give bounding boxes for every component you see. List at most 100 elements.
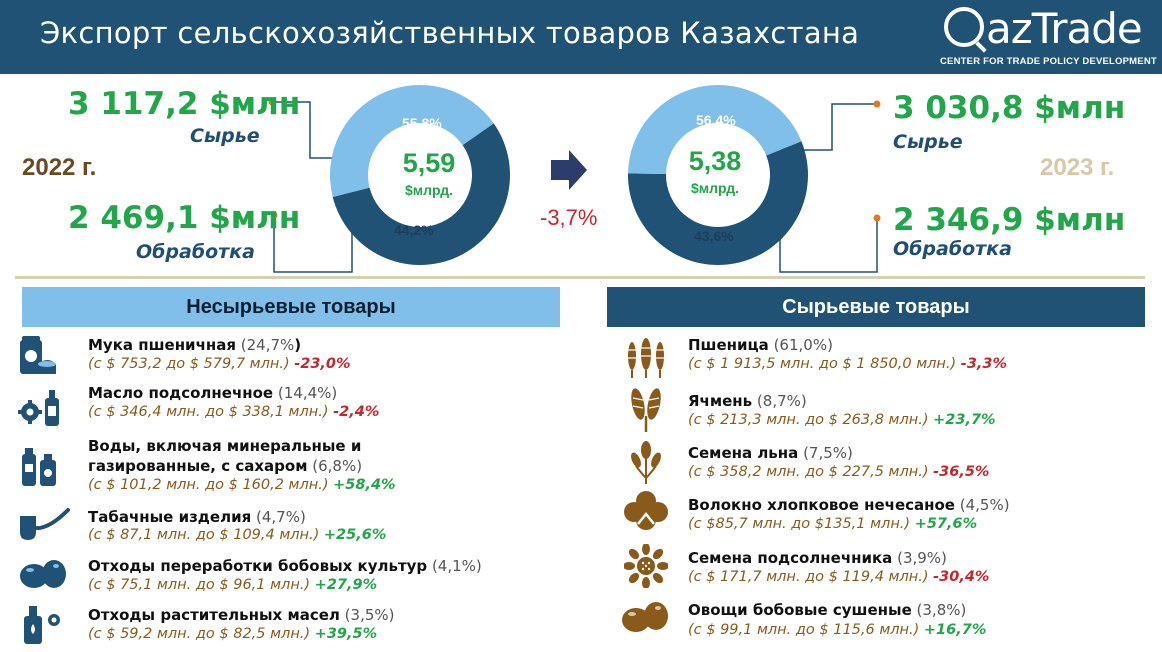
item-name-line2: газированные, с сахаром — [88, 457, 308, 475]
total-2022-unit: $млрд. — [404, 182, 453, 198]
item-share: (7,5%) — [803, 444, 853, 462]
bottles-icon — [22, 448, 56, 486]
dried-legumes-icon — [622, 602, 668, 632]
item-name: Пшеница — [688, 336, 769, 354]
year-2022: 2022 г. — [22, 154, 97, 181]
item-change: -3,3% — [960, 356, 1008, 372]
item-share: (4,5%) — [959, 496, 1010, 514]
item-name: Волокно хлопковое нечесаное — [688, 496, 955, 514]
item-share: (3,9%) — [897, 549, 947, 567]
barley-icon — [631, 388, 661, 432]
item-change: +39,5% — [314, 626, 378, 642]
donut-chart-2023 — [628, 84, 808, 265]
item-share-close: ) — [294, 336, 302, 354]
cotton-icon — [624, 491, 668, 530]
item-name: Масло подсолнечное — [88, 384, 274, 402]
page-title: Экспорт сельскохозяйственных товаров Каз… — [40, 16, 860, 50]
header-bar: Экспорт сельскохозяйственных товаров Каз… — [0, 0, 1162, 74]
item-share: (3,8%) — [916, 601, 967, 619]
item-detail: (с $ 101,2 млн. до $ 160,2 млн.) — [88, 477, 329, 493]
item-name: Ячмень — [688, 392, 753, 410]
item-change: +25,6% — [323, 527, 387, 543]
item-share: (61,0%) — [773, 336, 833, 354]
label-2022-raw: Сырье — [190, 125, 260, 147]
item-name: Отходы переработки бобовых культур — [88, 557, 428, 575]
oil-waste-gear-icon — [24, 606, 60, 644]
item-change: -2,4% — [333, 404, 380, 420]
section-divider — [15, 276, 1145, 279]
item-detail: (с $ 346,4 млн. до $ 338,1 млн.) — [88, 404, 329, 420]
total-2023-unit: $млрд. — [690, 180, 739, 196]
donut-slice-raw — [332, 123, 510, 266]
value-2022-raw: 3 117,2 $млн — [68, 86, 301, 122]
connector-dot — [873, 214, 881, 222]
logo-text: azTrade — [986, 4, 1143, 53]
slice-label-2023-raw: 56,4% — [696, 112, 736, 128]
connector-2023-raw — [785, 103, 877, 151]
slice-label-2022-raw: 55,8% — [402, 115, 442, 131]
donut-slice-raw — [628, 141, 808, 265]
non-raw-heading: Несырьевые товары — [22, 287, 560, 327]
item-change: +16,7% — [923, 622, 987, 638]
label-2022-processed: Обработка — [136, 241, 255, 263]
item-detail: (с $ 753,2 до $ 579,7 млн.) — [88, 356, 290, 372]
item-detail: (с $85,7 млн. до $135,1 млн.) — [688, 516, 911, 532]
item-change: +27,9% — [314, 577, 378, 593]
item-name: Мука пшеничная — [88, 336, 236, 354]
item-name: Семена льна — [688, 444, 799, 462]
value-2023-processed: 2 346,9 $млн — [893, 202, 1126, 238]
donut-slice-processed — [330, 84, 494, 197]
connector-dot — [873, 100, 881, 108]
connector-2022-processed — [273, 215, 353, 273]
connector-dot — [270, 211, 278, 219]
slice-label-2023-processed: 43,6% — [694, 228, 734, 244]
item-share: (4,7%) — [256, 508, 306, 526]
item-detail: (с $ 1 913,5 млн. до $ 1 850,0 млн.) — [688, 356, 957, 372]
flour-icon — [20, 336, 56, 374]
item-detail: (с $ 75,1 млн. до $ 96,1 млн.) — [88, 577, 311, 593]
item-share: (14,4%) — [277, 384, 338, 402]
year-2023: 2023 г. — [1040, 154, 1115, 181]
item-share: (6,8%) — [312, 457, 363, 475]
change-percent: -3,7% — [540, 205, 598, 230]
connector-2023-processed — [779, 212, 878, 273]
item-detail: (с $ 213,3 млн. до $ 263,8 млн.) — [688, 412, 929, 428]
item-detail: (с $ 171,7 млн. до $ 119,4 млн.) — [688, 569, 929, 585]
item-change: -30,4% — [933, 569, 990, 585]
value-2022-processed: 2 469,1 $млн — [68, 200, 301, 236]
item-change: -23,0% — [294, 356, 351, 372]
total-2023: 5,38 — [688, 146, 742, 176]
item-detail: (с $ 59,2 млн. до $ 82,5 млн.) — [88, 626, 311, 642]
item-change: +23,7% — [933, 412, 996, 428]
item-name-line1: Воды, включая минеральные и — [88, 437, 362, 455]
item-name: Отходы растительных масел — [88, 606, 340, 624]
qaztrade-logo: azTrade CENTER FOR TRADE POLICY DEVELOPM… — [940, 4, 1157, 70]
item-name: Табачные изделия — [88, 508, 252, 526]
right-arrow-icon — [551, 150, 587, 190]
pipe-icon — [20, 508, 70, 540]
item-detail: (с $ 99,1 млн. до $ 115,6 млн.) — [688, 622, 920, 638]
item-share: (3,5%) — [344, 606, 395, 624]
donut-slice-processed — [628, 84, 802, 175]
connector-2022-raw — [272, 101, 345, 159]
item-name: Семена подсолнечника — [688, 549, 893, 567]
item-share: (4,1%) — [431, 557, 482, 575]
flax-icon — [631, 441, 661, 484]
oil-bottle-gear-icon — [18, 390, 59, 426]
globe-q-icon — [944, 7, 984, 47]
item-share: (8,7%) — [756, 392, 807, 410]
logo-subtitle: CENTER FOR TRADE POLICY DEVELOPMENT — [940, 56, 1157, 67]
item-detail: (с $ 358,2 млн. до $ 227,5 млн.) — [688, 464, 929, 480]
raw-heading: Сырьевые товары — [607, 287, 1145, 327]
item-change: -36,5% — [933, 464, 990, 480]
label-2023-processed: Обработка — [893, 238, 1012, 260]
beans-icon — [20, 560, 66, 588]
item-detail: (с $ 87,1 млн. до $ 109,4 млн.) — [88, 527, 320, 543]
wheat-icon — [628, 338, 664, 378]
label-2023-raw: Сырье — [893, 131, 963, 153]
item-change: +57,6% — [914, 516, 978, 532]
sunflower-icon — [624, 544, 668, 588]
donut-chart-2022 — [330, 84, 510, 266]
slice-label-2022-processed: 44,2% — [394, 222, 434, 238]
connector-dot — [268, 98, 276, 106]
